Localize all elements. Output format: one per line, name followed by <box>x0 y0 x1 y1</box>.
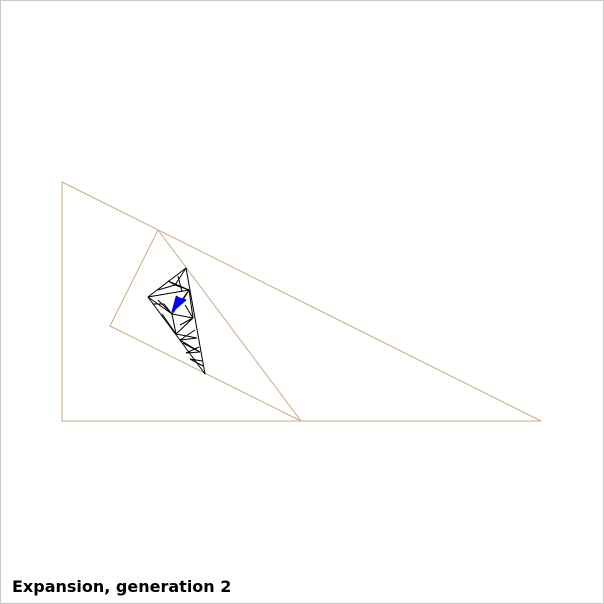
tiling-edge-21 <box>184 304 194 319</box>
tiling-edge-12 <box>171 313 177 335</box>
tiling-edge-18 <box>185 351 201 354</box>
tiling-edge-10 <box>188 289 194 319</box>
tiling-edge-5 <box>157 284 176 291</box>
tiling-triangles <box>147 267 206 375</box>
tiling-edge-19 <box>189 358 204 367</box>
tiling-edge-6 <box>147 296 173 315</box>
tiling-edge-17 <box>179 339 201 353</box>
tiling-edge-15 <box>179 337 198 341</box>
tiling-edge-20 <box>179 317 194 326</box>
tiling-edge-28 <box>189 358 203 362</box>
highlighted-tile <box>171 296 187 313</box>
inner-triangle <box>109 229 302 422</box>
tiling-edge-9 <box>171 313 194 319</box>
highlighted-tile-shape <box>171 296 187 313</box>
tiling-edge-11 <box>175 317 194 335</box>
tiling-edge-13 <box>161 313 177 335</box>
tiling-edge-2 <box>174 267 187 286</box>
tiling-edge-4 <box>167 280 176 286</box>
outline-triangles <box>61 181 542 422</box>
generation-caption: Expansion, generation 2 <box>12 577 232 596</box>
tiling-edge-0 <box>147 289 190 298</box>
tiling-edge-29 <box>177 275 183 293</box>
outer-triangle <box>61 181 542 422</box>
tiling-edge-26 <box>179 329 196 341</box>
tiling-edge-22 <box>182 289 190 301</box>
tiling-edge-27 <box>185 346 200 354</box>
tiling-edge-3 <box>174 284 190 291</box>
tiling-boundary <box>147 267 206 375</box>
tiling-edge-24 <box>163 303 173 315</box>
